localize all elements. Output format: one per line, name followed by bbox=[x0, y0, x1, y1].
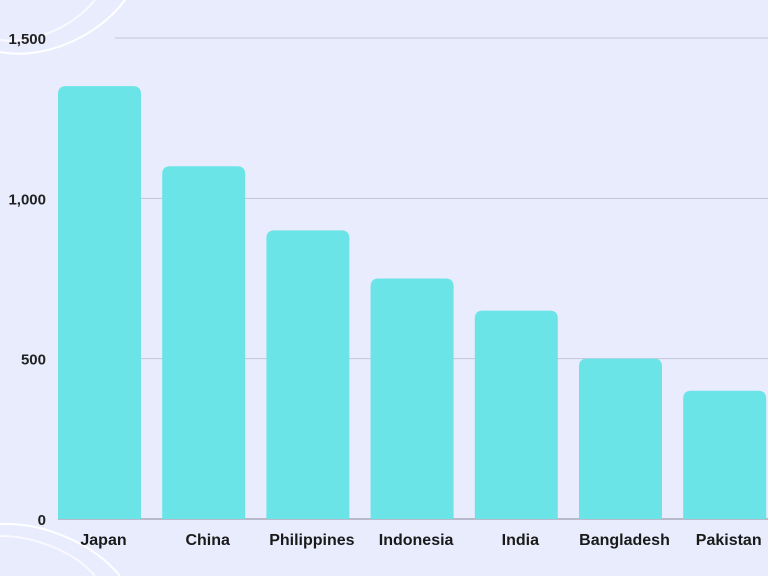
y-axis-ticks: 0 500 1,000 1,500 bbox=[8, 31, 46, 529]
decorative-arc-bottom-left-inner bbox=[0, 535, 96, 576]
x-tick-label: Japan bbox=[80, 532, 126, 549]
decorative-arc-top-left bbox=[0, 0, 126, 55]
decorative-arc-top-left-inner bbox=[0, 0, 96, 42]
y-tick-label: 500 bbox=[21, 352, 46, 369]
x-tick-label: Indonesia bbox=[379, 532, 454, 549]
x-axis-labels: Japan China Philippines Indonesia India Bangl… bbox=[80, 532, 761, 549]
y-tick-label: 1,500 bbox=[8, 31, 46, 48]
x-tick-label: China bbox=[185, 532, 230, 549]
x-tick-label: Pakistan bbox=[696, 532, 762, 549]
bar-philippines bbox=[266, 230, 350, 519]
bar-indonesia bbox=[370, 278, 454, 519]
bar-bangladesh bbox=[579, 358, 662, 519]
decorative-arcs bbox=[0, 0, 126, 576]
bar-japan bbox=[58, 86, 141, 519]
bar-pakistan bbox=[683, 390, 767, 519]
bars bbox=[58, 86, 767, 519]
y-tick-label: 0 bbox=[38, 512, 46, 529]
x-tick-label: India bbox=[502, 532, 539, 549]
bar-india bbox=[474, 310, 558, 519]
y-tick-label: 1,000 bbox=[8, 191, 46, 208]
x-tick-label: Bangladesh bbox=[579, 532, 670, 549]
bar-china bbox=[162, 166, 246, 519]
x-tick-label: Philippines bbox=[269, 532, 354, 549]
decorative-arc-bottom-left bbox=[0, 522, 121, 576]
